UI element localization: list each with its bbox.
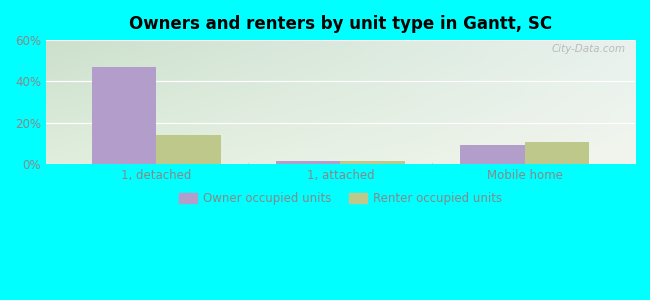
Bar	[276, 161, 341, 164]
Legend: Owner occupied units, Renter occupied units: Owner occupied units, Renter occupied un…	[174, 188, 506, 210]
Bar	[460, 145, 525, 164]
Bar	[92, 67, 156, 164]
Bar	[156, 135, 221, 164]
Text: City-Data.com: City-Data.com	[552, 44, 626, 54]
Bar	[525, 142, 589, 164]
Title: Owners and renters by unit type in Gantt, SC: Owners and renters by unit type in Gantt…	[129, 15, 552, 33]
Bar	[341, 161, 405, 164]
